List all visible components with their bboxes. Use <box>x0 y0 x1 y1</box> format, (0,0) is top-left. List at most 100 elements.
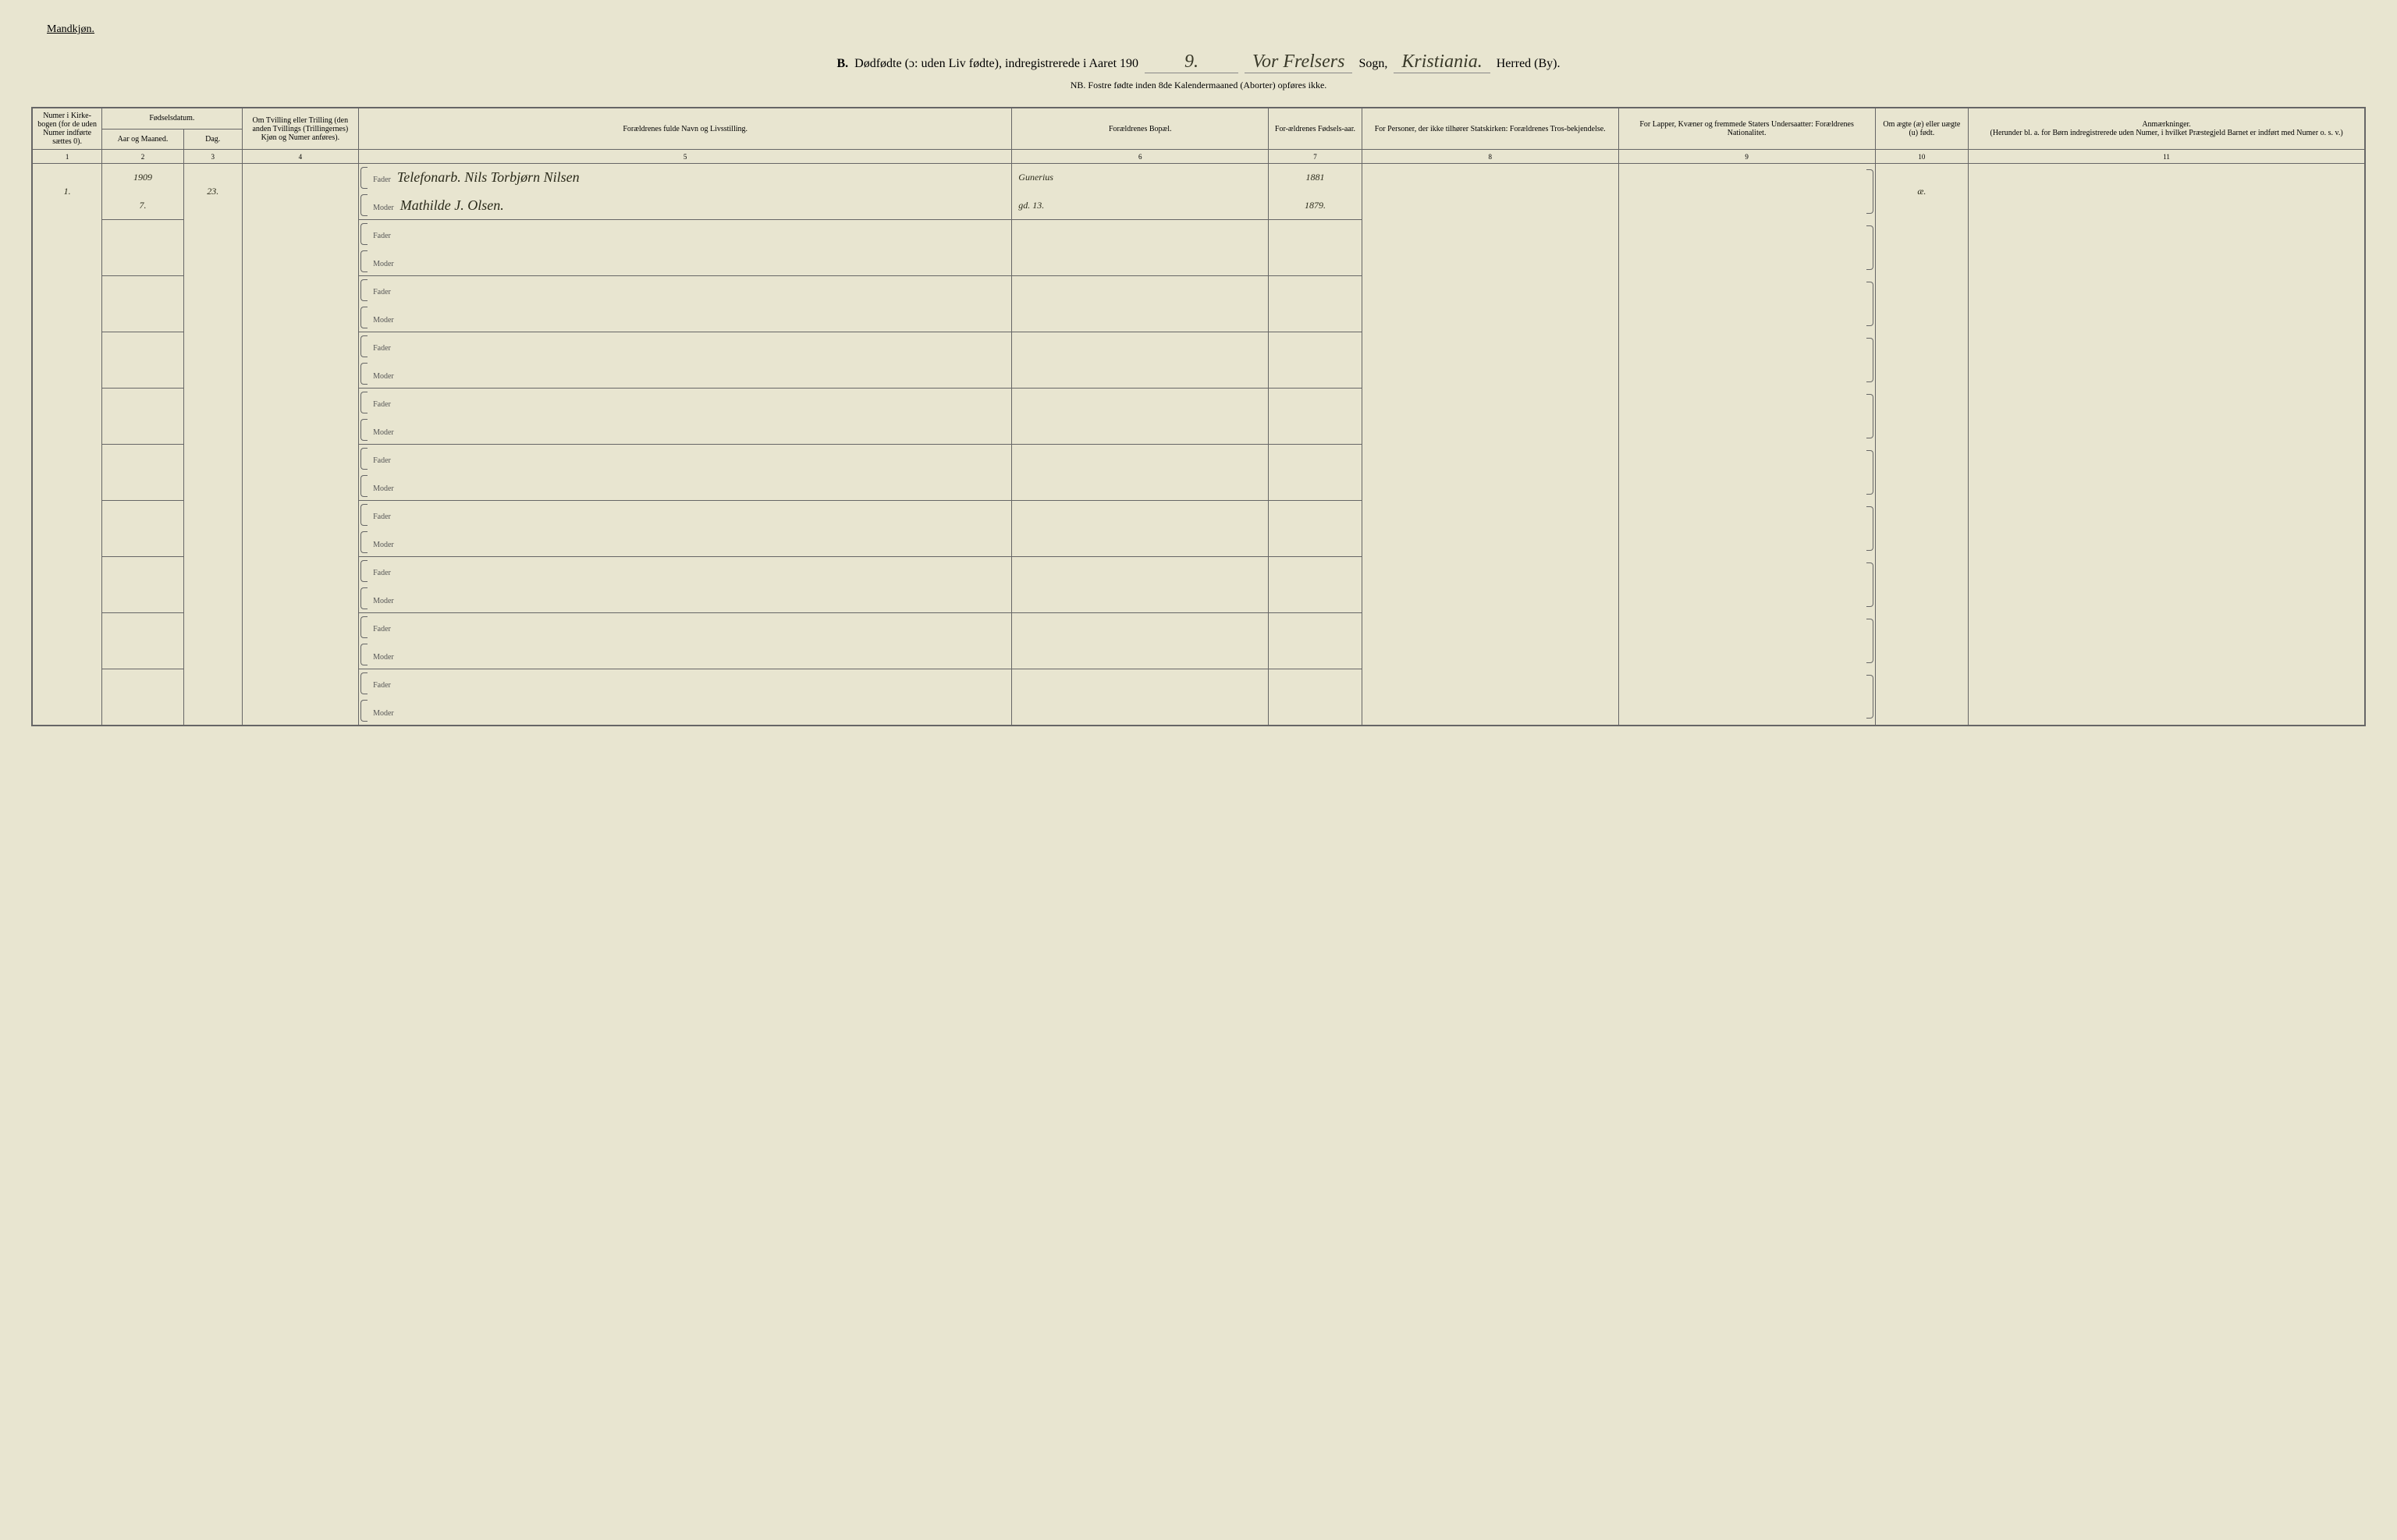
entry-fader-bopael: Gunerius <box>1012 164 1269 192</box>
entry-c9 <box>1618 332 1875 389</box>
entry-year <box>102 557 184 585</box>
entry-fader: Fader <box>359 669 1012 697</box>
entry-moder-bopael <box>1012 360 1269 389</box>
entry-moder-bopael: gd. 13. <box>1012 192 1269 220</box>
entry-moder-bopael <box>1012 641 1269 669</box>
entry-moder: Moder <box>359 248 1012 276</box>
entry-moder-bopael <box>1012 304 1269 332</box>
entry-num: 1. <box>32 164 102 220</box>
entry-fader-year <box>1269 389 1362 417</box>
entry-c11 <box>1969 276 2365 332</box>
entry-twin <box>242 445 359 501</box>
col-num-row: 1 2 3 4 5 6 7 8 9 10 11 <box>32 150 2365 164</box>
entry-fader-bopael <box>1012 445 1269 473</box>
entry-c10 <box>1875 669 1969 726</box>
title-main: Dødfødte (ɔ: uden Liv fødte), indregistr… <box>854 57 1138 71</box>
entry-moder: Moder <box>359 360 1012 389</box>
moder-label: Moder <box>373 428 394 437</box>
entry-moder-bopael <box>1012 248 1269 276</box>
entry-moder: Moder <box>359 473 1012 501</box>
entry-c8 <box>1362 445 1618 501</box>
entry-c8 <box>1362 613 1618 669</box>
herred-handwritten: Kristiania. <box>1394 51 1490 73</box>
entry-num <box>32 220 102 276</box>
col-num: 11 <box>1969 150 2365 164</box>
col-header-4: Om Tvilling eller Trilling (den anden Tv… <box>242 108 359 150</box>
entry-month <box>102 304 184 332</box>
entry-c11 <box>1969 669 2365 726</box>
entry-twin <box>242 220 359 276</box>
entry-fader: Fader <box>359 557 1012 585</box>
subtitle: NB. Fostre fødte inden 8de Kalendermaane… <box>31 80 2366 91</box>
col-header-6: Forældrenes Bopæl. <box>1012 108 1269 150</box>
entry-fader-year <box>1269 332 1362 360</box>
entry-c11 <box>1969 501 2365 557</box>
entry-moder-year <box>1269 697 1362 726</box>
entry-fader: FaderTelefonarb. Nils Torbjørn Nilsen <box>359 164 1012 192</box>
moder-label: Moder <box>373 372 394 381</box>
sogn-handwritten: Vor Frelsers <box>1245 51 1352 73</box>
entry-moder: Moder <box>359 304 1012 332</box>
entry-c9 <box>1618 164 1875 220</box>
entry-moder: Moder <box>359 585 1012 613</box>
entry-c9 <box>1618 501 1875 557</box>
entry-day <box>183 276 242 332</box>
moder-label: Moder <box>373 597 394 605</box>
entry-day <box>183 557 242 613</box>
entry-month <box>102 417 184 445</box>
entry-month <box>102 473 184 501</box>
col-num: 8 <box>1362 150 1618 164</box>
entry-c10 <box>1875 332 1969 389</box>
moder-name: Mathilde J. Olsen. <box>400 197 504 213</box>
col-header-8: For Personer, der ikke tilhører Statskir… <box>1362 108 1618 150</box>
entry-year <box>102 332 184 360</box>
entry-c8 <box>1362 557 1618 613</box>
moder-label: Moder <box>373 541 394 549</box>
col-num: 7 <box>1269 150 1362 164</box>
entry-twin <box>242 613 359 669</box>
entry-c10 <box>1875 445 1969 501</box>
entry-day <box>183 669 242 726</box>
moder-label: Moder <box>373 484 394 493</box>
entry-moder-year <box>1269 417 1362 445</box>
entry-year <box>102 445 184 473</box>
moder-label: Moder <box>373 260 394 268</box>
entry-moder: Moder <box>359 529 1012 557</box>
table-body: 1. 1909 23. FaderTelefonarb. Nils Torbjø… <box>32 164 2365 726</box>
entry-fader: Fader <box>359 613 1012 641</box>
entry-fader-year <box>1269 445 1362 473</box>
entry-c11 <box>1969 557 2365 613</box>
entry-row-fader: Fader <box>32 276 2365 304</box>
title-line: B. Dødfødte (ɔ: uden Liv fødte), indregi… <box>31 51 2366 73</box>
entry-fader: Fader <box>359 220 1012 248</box>
fader-label: Fader <box>373 176 391 184</box>
entry-moder-bopael <box>1012 529 1269 557</box>
entry-c11 <box>1969 445 2365 501</box>
entry-moder-year <box>1269 360 1362 389</box>
entry-fader-bopael <box>1012 389 1269 417</box>
col-num: 2 <box>102 150 184 164</box>
entry-day: 23. <box>183 164 242 220</box>
entry-month <box>102 360 184 389</box>
col-header-1: Numer i Kirke-bogen (for de uden Numer i… <box>32 108 102 150</box>
entry-c10 <box>1875 220 1969 276</box>
col-num: 6 <box>1012 150 1269 164</box>
entry-month: 7. <box>102 192 184 220</box>
entry-twin <box>242 332 359 389</box>
entry-row-fader: Fader <box>32 332 2365 360</box>
fader-label: Fader <box>373 232 391 240</box>
entry-num <box>32 613 102 669</box>
entry-c10 <box>1875 557 1969 613</box>
entry-fader-year <box>1269 220 1362 248</box>
entry-row-fader: Fader <box>32 669 2365 697</box>
entry-year <box>102 276 184 304</box>
entry-c8 <box>1362 276 1618 332</box>
entry-fader-bopael <box>1012 276 1269 304</box>
entry-moder-bopael <box>1012 417 1269 445</box>
title-prefix: B. <box>836 57 848 71</box>
col-header-7: For-ældrenes Fødsels-aar. <box>1269 108 1362 150</box>
entry-c8 <box>1362 501 1618 557</box>
moder-label: Moder <box>373 709 394 718</box>
entry-fader: Fader <box>359 445 1012 473</box>
entry-fader-bopael <box>1012 501 1269 529</box>
